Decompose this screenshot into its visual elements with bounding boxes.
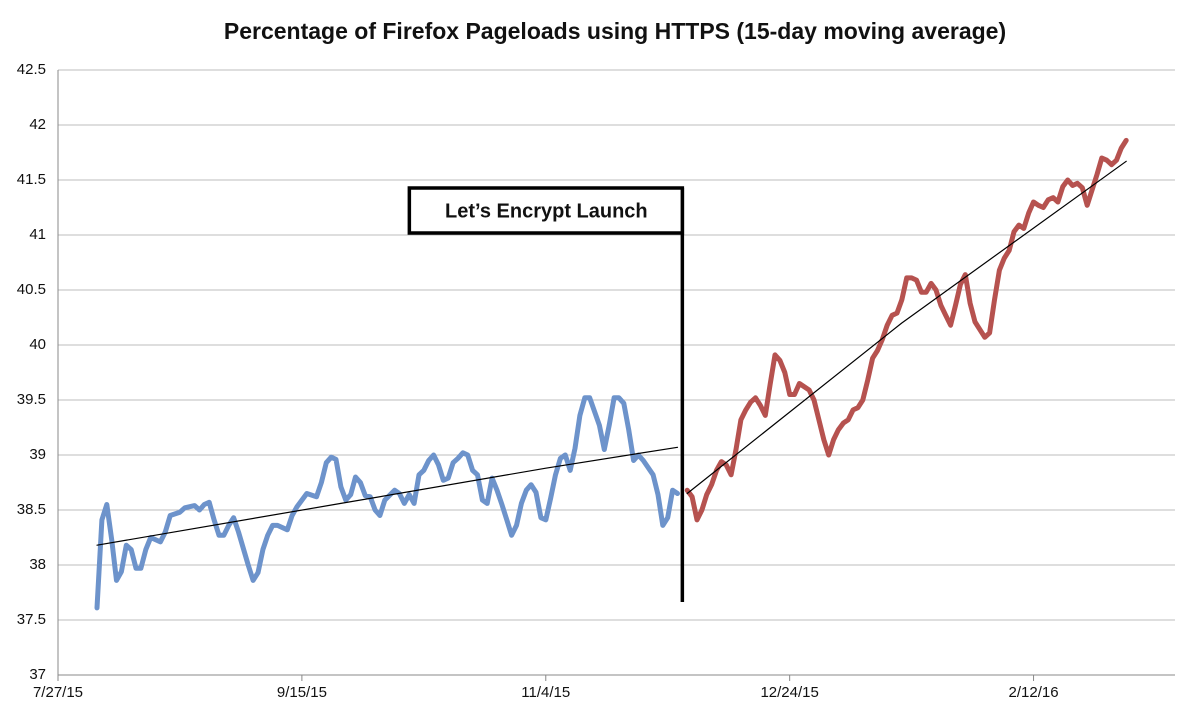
y-tick-label: 40.5 (17, 281, 46, 298)
y-tick-label: 41 (29, 226, 46, 243)
x-tick-label: 12/24/15 (760, 684, 818, 701)
y-tick-label: 38 (29, 556, 46, 573)
x-tick-label: 2/12/16 (1009, 684, 1059, 701)
x-tick-label: 7/27/15 (33, 684, 83, 701)
data-line (94, 395, 680, 611)
y-tick-label: 41.5 (17, 171, 46, 188)
data-line (96, 446, 679, 546)
annotation-box (407, 186, 685, 235)
y-tick-label: 38.5 (17, 501, 46, 518)
y-tick-label: 39 (29, 446, 46, 463)
annotation-label: Let’s Encrypt Launch (445, 200, 648, 222)
y-tick-label: 37.5 (17, 611, 46, 628)
y-tick-label: 40 (29, 336, 46, 353)
x-tick-label: 11/4/15 (521, 684, 570, 701)
y-tick-label: 39.5 (17, 391, 46, 408)
y-tick-label: 42 (29, 116, 46, 133)
x-tick-label: 9/15/15 (277, 684, 327, 701)
y-tick-label: 42.5 (17, 61, 46, 78)
data-line (684, 137, 1129, 523)
data-line (686, 160, 1127, 495)
chart-title: Percentage of Firefox Pageloads using HT… (224, 18, 1006, 44)
y-tick-label: 37 (29, 666, 46, 683)
